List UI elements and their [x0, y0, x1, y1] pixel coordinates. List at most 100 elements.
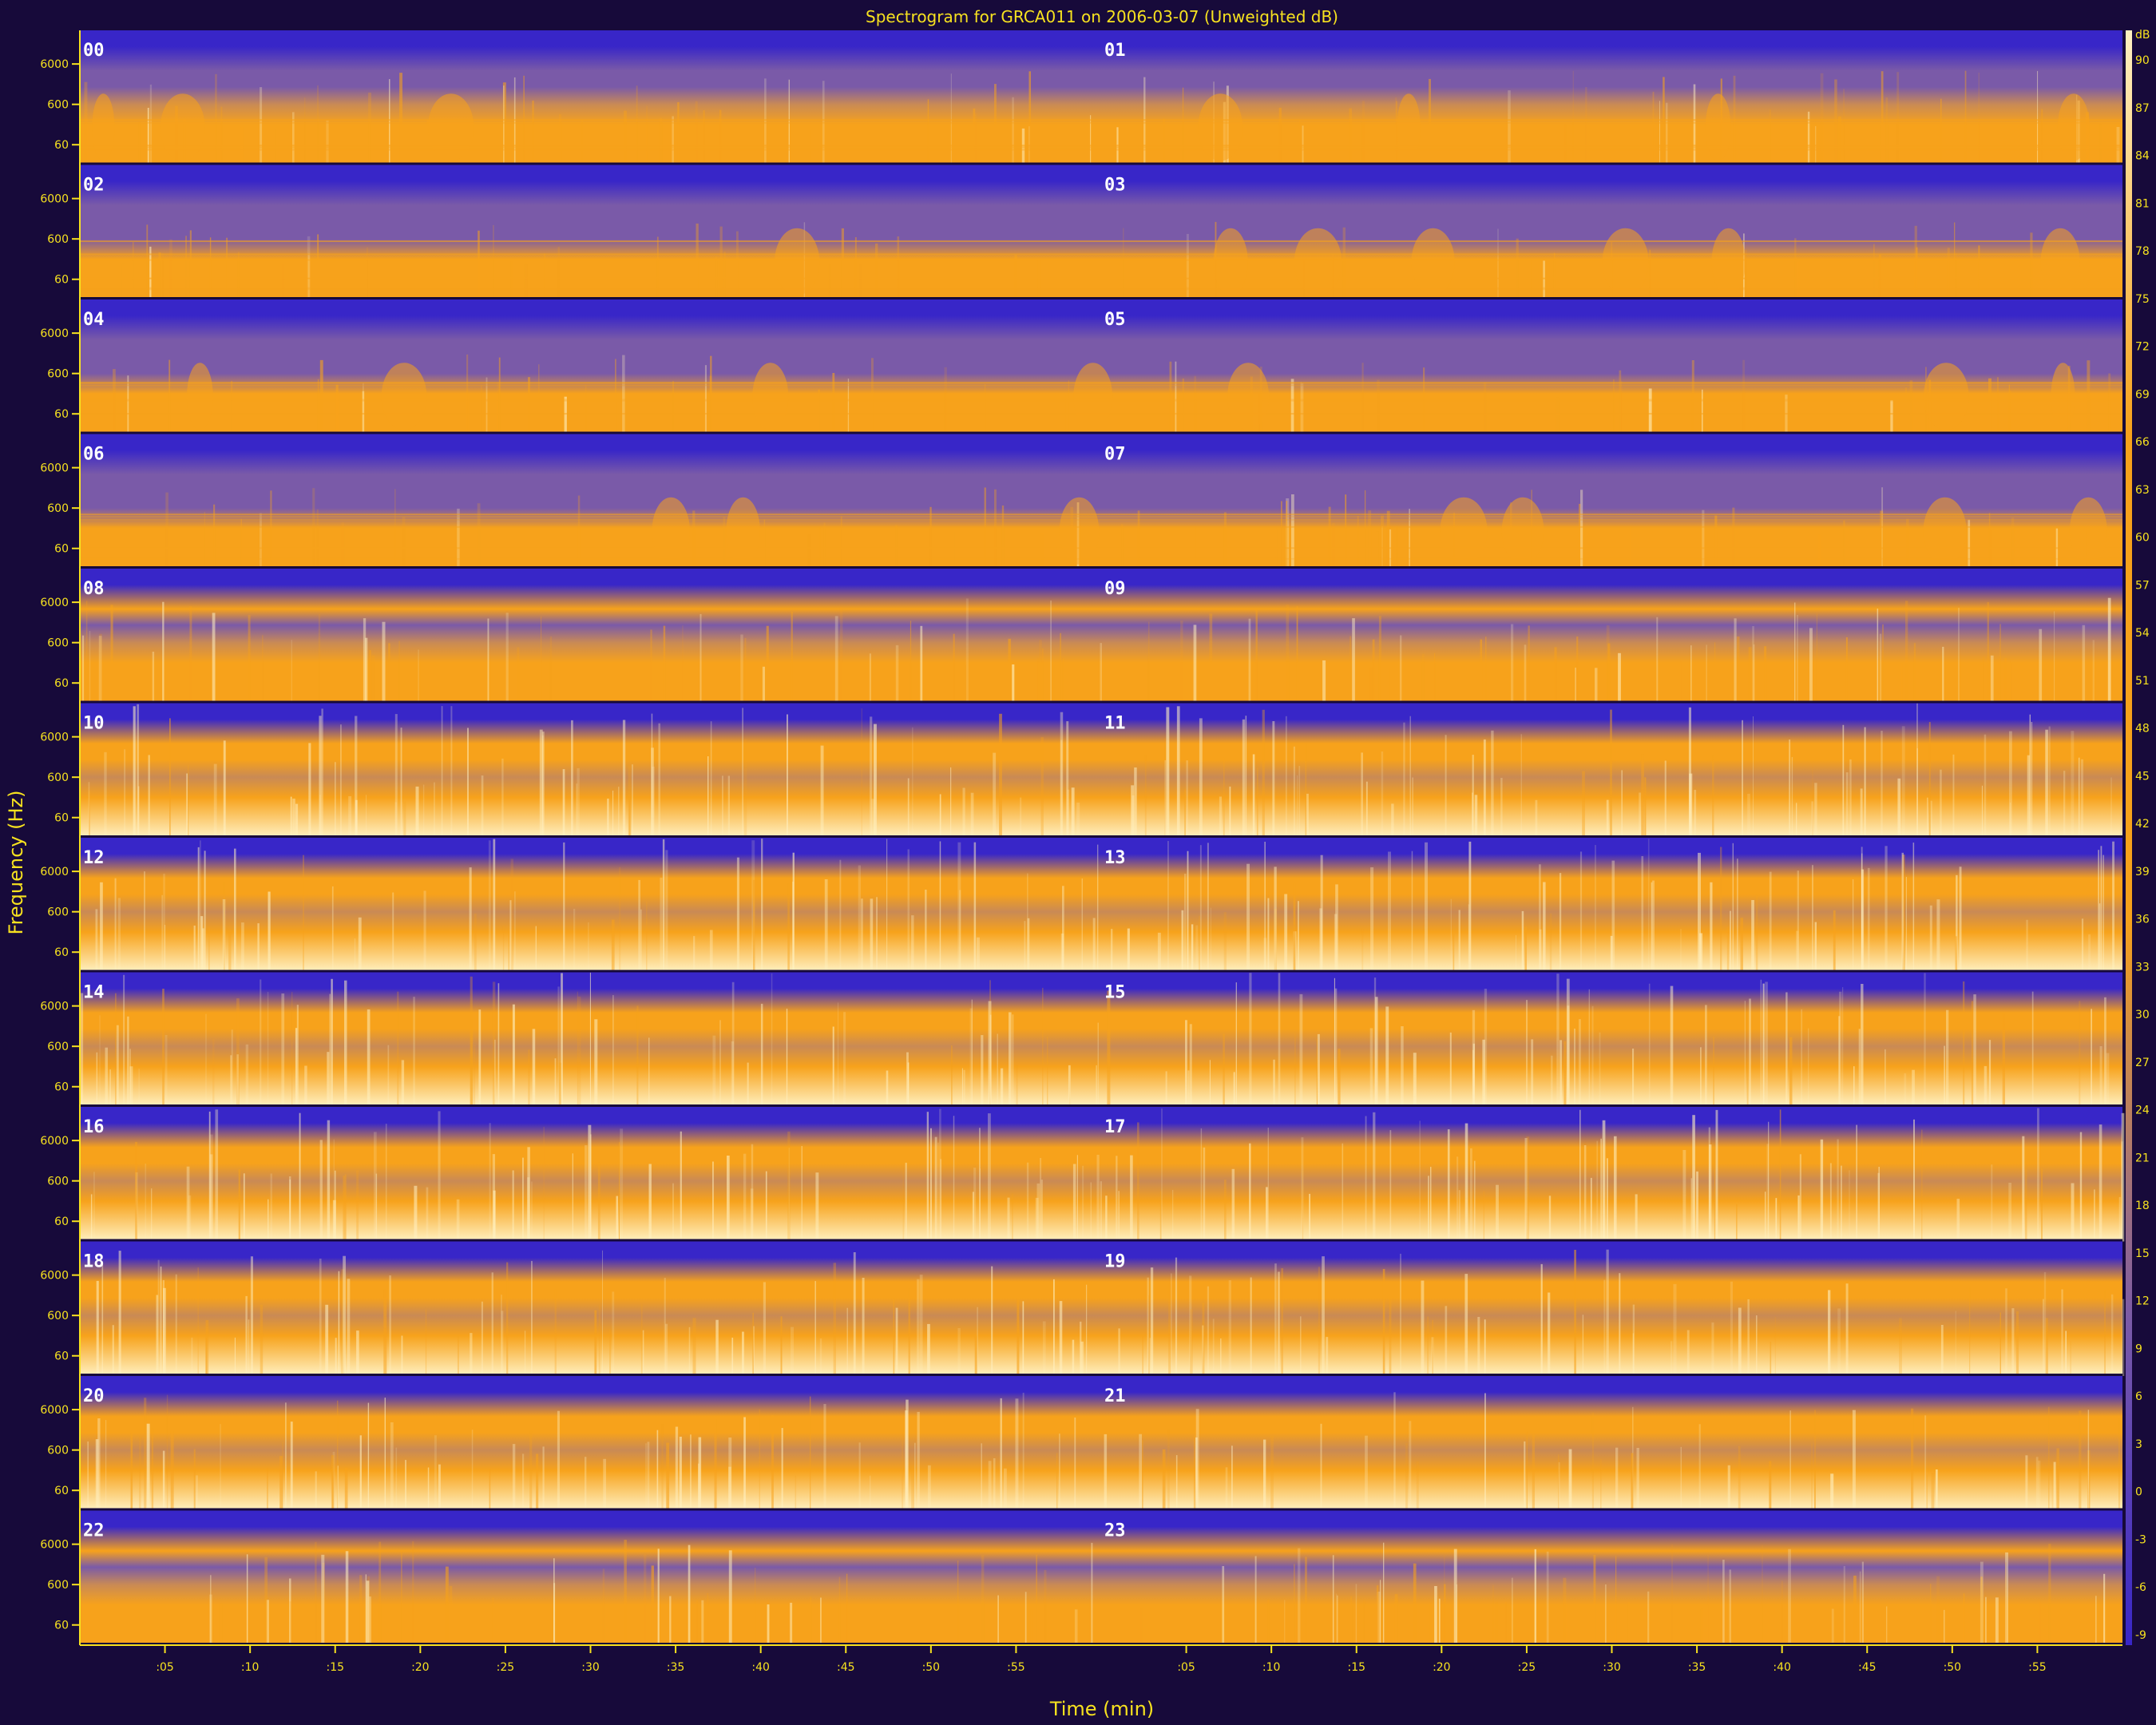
- transient-streak: [2079, 1001, 2081, 1107]
- transient-streak: [1302, 125, 1304, 165]
- transient-streak: [1591, 1412, 1594, 1511]
- transient-streak: [1195, 1437, 1198, 1511]
- transient-streak: [528, 377, 530, 434]
- transient-streak: [1250, 1277, 1252, 1376]
- transient-streak: [1631, 1453, 1634, 1511]
- transient-streak: [1999, 1312, 2001, 1376]
- transient-streak: [554, 1058, 557, 1107]
- transient-streak: [1150, 1267, 1154, 1376]
- transient-streak: [1382, 1269, 1385, 1376]
- transient-streak: [1334, 914, 1338, 973]
- transient-streak: [512, 1444, 516, 1511]
- transient-streak: [1096, 1065, 1097, 1107]
- transient-streak: [1165, 1071, 1167, 1107]
- transient-streak: [988, 1113, 991, 1242]
- transient-streak: [624, 1540, 627, 1645]
- transient-streak: [1369, 1028, 1373, 1107]
- transient-streak: [494, 1039, 496, 1107]
- transient-streak: [1042, 648, 1044, 704]
- transient-streak: [332, 1452, 335, 1511]
- transient-streak: [920, 625, 923, 704]
- transient-streak: [414, 1185, 418, 1242]
- transient-streak: [481, 775, 484, 838]
- transient-streak: [1648, 983, 1651, 1107]
- transient-streak: [870, 716, 873, 838]
- colorbar-tick-label: 78: [2135, 245, 2150, 258]
- transient-streak: [822, 81, 825, 165]
- transient-streak: [712, 1035, 716, 1107]
- transient-streak: [116, 1025, 119, 1107]
- transient-streak: [1474, 1160, 1476, 1242]
- transient-streak: [1579, 503, 1581, 569]
- transient-streak: [1924, 1415, 1927, 1511]
- hum-line: [80, 547, 2122, 549]
- transient-streak: [695, 101, 698, 165]
- transient-streak: [438, 1111, 441, 1242]
- transient-streak: [331, 1455, 335, 1511]
- transient-streak: [127, 375, 129, 434]
- transient-streak: [908, 1288, 910, 1376]
- transient-streak: [1223, 512, 1227, 569]
- transient-streak: [792, 852, 795, 973]
- transient-streak: [1352, 618, 1355, 704]
- y-tick-label: 600: [47, 1041, 69, 1053]
- transient-streak: [636, 1005, 639, 1107]
- transient-streak: [315, 1471, 317, 1511]
- transient-streak: [853, 1252, 856, 1376]
- transient-streak: [743, 1153, 747, 1242]
- y-tick-label: 60: [54, 677, 69, 690]
- transient-streak: [1338, 1049, 1341, 1107]
- hum-line: [80, 145, 2122, 146]
- transient-streak: [698, 1463, 700, 1511]
- transient-streak: [246, 1554, 248, 1645]
- transient-streak: [93, 1172, 95, 1242]
- transient-streak: [1600, 1459, 1602, 1511]
- transient-streak: [1071, 787, 1075, 838]
- hour-label: 08: [83, 579, 105, 599]
- x-tick-label: :30: [581, 1661, 600, 1674]
- transient-streak: [1749, 998, 1751, 1107]
- transient-streak: [869, 653, 871, 704]
- transient-streak: [2079, 1132, 2083, 1242]
- colorbar-tick-label: 90: [2135, 54, 2150, 67]
- transient-streak: [250, 1256, 253, 1376]
- transient-streak: [470, 976, 473, 1107]
- colorbar-tick-label: 9: [2135, 1342, 2142, 1355]
- transient-streak: [363, 618, 367, 704]
- transient-streak: [478, 230, 480, 299]
- colorbar-tick-label: 6: [2135, 1390, 2142, 1403]
- transient-streak: [97, 1418, 101, 1511]
- transient-streak: [659, 117, 663, 165]
- colorbar-tick-label: 60: [2135, 532, 2150, 545]
- transient-streak: [2095, 1596, 2097, 1645]
- x-tick-label: :45: [1858, 1661, 1877, 1674]
- transient-streak: [522, 1157, 524, 1242]
- transient-streak: [1334, 978, 1335, 1107]
- transient-streak: [1254, 1556, 1257, 1645]
- transient-streak: [1764, 646, 1767, 704]
- transient-streak: [2011, 518, 2015, 569]
- transient-streak: [1882, 624, 1884, 704]
- transient-streak: [1926, 1474, 1928, 1511]
- transient-streak: [1829, 1163, 1832, 1242]
- transient-streak: [1572, 70, 1574, 165]
- transient-streak: [358, 917, 362, 973]
- transient-streak: [470, 1019, 474, 1107]
- transient-streak: [764, 78, 767, 165]
- transient-streak: [1930, 800, 1932, 838]
- transient-streak: [1736, 1204, 1738, 1242]
- transient-streak: [1336, 1593, 1338, 1645]
- transient-streak: [1579, 1109, 1581, 1242]
- transient-streak: [765, 1171, 767, 1242]
- transient-streak: [1978, 245, 1980, 299]
- y-tick-label: 600: [47, 637, 69, 650]
- transient-streak: [1361, 929, 1364, 973]
- y-tick-label: 6000: [40, 1404, 69, 1417]
- transient-streak: [1053, 1279, 1055, 1376]
- x-tick-label: :55: [2028, 1661, 2047, 1674]
- transient-streak: [427, 1467, 430, 1511]
- transient-streak: [2087, 1450, 2091, 1511]
- transient-streak: [927, 99, 929, 165]
- transient-streak: [1082, 1165, 1084, 1242]
- transient-streak: [1521, 910, 1524, 973]
